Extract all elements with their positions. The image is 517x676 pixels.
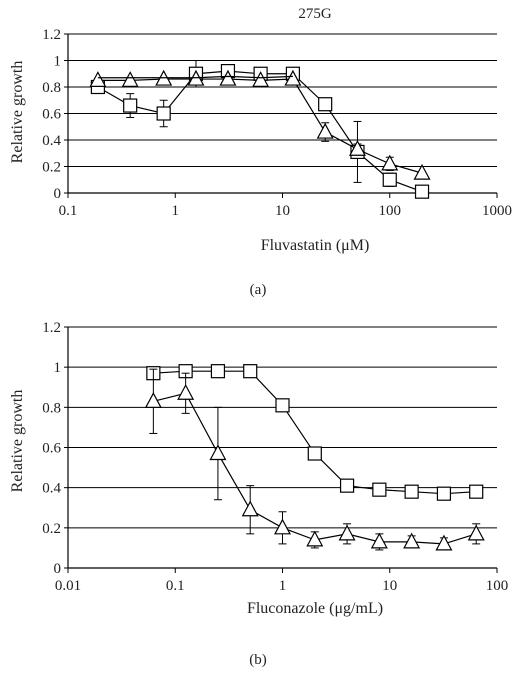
series-line bbox=[97, 78, 423, 174]
triangle-marker bbox=[403, 532, 421, 549]
triangle-marker bbox=[252, 71, 270, 87]
series-line bbox=[153, 370, 477, 495]
square-marker bbox=[156, 106, 171, 121]
square-marker bbox=[436, 486, 452, 501]
triangle-marker bbox=[89, 71, 107, 87]
triangle-marker bbox=[338, 524, 356, 541]
x-tick-label: 1 bbox=[172, 203, 180, 219]
triangle-marker bbox=[144, 392, 162, 408]
triangle-marker bbox=[219, 69, 237, 86]
x-tick-label: 0.01 bbox=[55, 578, 81, 594]
panel-caption-a: (a) bbox=[250, 282, 267, 298]
square-marker bbox=[210, 364, 226, 379]
x-axis-label-b: Fluconazole (μg/mL) bbox=[247, 600, 383, 617]
x-tick-label: 0.1 bbox=[166, 578, 185, 594]
square-marker bbox=[339, 478, 355, 493]
triangle-marker bbox=[177, 384, 195, 400]
y-tick-label: 0.4 bbox=[42, 133, 61, 149]
y-axis-label-b: Relative growth bbox=[9, 390, 26, 493]
triangle-marker bbox=[121, 71, 139, 87]
chart-a: 0 0.2 0.4 0.6 0.8 1 1.2 0.1 1 10 100 1000 275G Fluv… bbox=[9, 6, 512, 298]
triangle-marker bbox=[241, 500, 259, 517]
plot-area-b: 0 0.2 0.4 0.6 0.8 1 1.2 0.01 0.1 1 10 100 bbox=[42, 320, 508, 594]
y-axis-label-a: Relative growth bbox=[9, 61, 26, 164]
triangle-marker bbox=[209, 444, 227, 461]
x-tick-label: 10 bbox=[275, 203, 290, 219]
triangle-marker bbox=[381, 154, 399, 171]
y-tick-label: 0.8 bbox=[42, 400, 61, 416]
triangle-marker bbox=[435, 534, 453, 551]
square-marker bbox=[469, 484, 484, 499]
x-tick-label: 100 bbox=[379, 203, 402, 219]
chart-title-a: 275G bbox=[298, 6, 332, 22]
y-tick-label: 0.2 bbox=[42, 521, 61, 537]
series-line bbox=[97, 70, 423, 193]
triangle-marker bbox=[370, 532, 388, 549]
y-tick-label: 0.8 bbox=[42, 80, 61, 96]
y-tick-label: 1.2 bbox=[42, 27, 61, 43]
x-tick-label: 0.1 bbox=[59, 203, 78, 219]
y-tick-label: 0.2 bbox=[42, 160, 61, 176]
square-marker bbox=[275, 398, 290, 413]
triangle-marker bbox=[316, 122, 334, 139]
triangle-marker bbox=[273, 518, 292, 535]
chart-b: 0 0.2 0.4 0.6 0.8 1 1.2 0.01 0.1 1 10 100 Fluconazo… bbox=[9, 320, 508, 668]
triangle-marker bbox=[467, 524, 485, 541]
x-tick-label: 1000 bbox=[482, 203, 512, 219]
plot-area-a: 0 0.2 0.4 0.6 0.8 1 1.2 0.1 1 10 100 1000 bbox=[42, 27, 512, 219]
square-marker bbox=[307, 446, 322, 461]
y-tick-label: 1 bbox=[54, 54, 62, 70]
panel-caption-b: (b) bbox=[249, 652, 267, 668]
x-axis-label-a: Fluvastatin (μM) bbox=[261, 237, 370, 254]
series-line bbox=[97, 75, 293, 79]
square-marker bbox=[123, 98, 138, 113]
y-tick-label: 1.2 bbox=[42, 320, 61, 336]
triangle-marker bbox=[306, 530, 324, 547]
y-tick-label: 0 bbox=[54, 186, 62, 202]
triangle-marker bbox=[284, 69, 302, 86]
y-tick-label: 0.4 bbox=[42, 481, 61, 497]
square-marker bbox=[318, 97, 333, 112]
x-tick-label: 100 bbox=[486, 578, 509, 594]
square-marker bbox=[372, 482, 387, 497]
triangle-marker bbox=[348, 140, 366, 156]
y-tick-label: 1 bbox=[54, 360, 62, 376]
y-tick-label: 0.6 bbox=[42, 441, 61, 457]
series-line bbox=[153, 392, 477, 545]
y-tick-label: 0.6 bbox=[42, 107, 61, 123]
square-marker bbox=[404, 484, 419, 499]
square-marker bbox=[243, 364, 258, 379]
y-tick-label: 0 bbox=[54, 561, 62, 577]
triangle-marker bbox=[413, 163, 431, 180]
square-marker bbox=[414, 184, 430, 199]
x-tick-label: 1 bbox=[279, 578, 287, 594]
square-marker bbox=[382, 172, 397, 187]
x-tick-label: 10 bbox=[382, 578, 397, 594]
